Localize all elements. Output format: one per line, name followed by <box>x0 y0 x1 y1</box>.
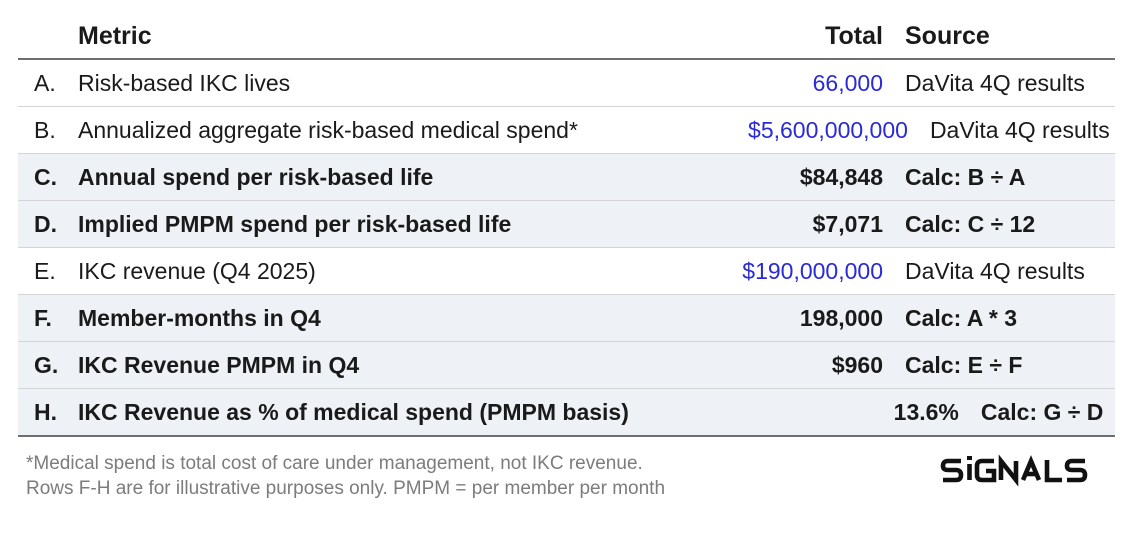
row-source: Calc: A * 3 <box>905 304 1018 331</box>
row-total: $84,848 <box>799 163 883 190</box>
row-total: $7,071 <box>812 210 883 237</box>
row-metric: Implied PMPM spend per risk-based life <box>78 210 512 237</box>
header-source: Source <box>905 21 990 50</box>
row-metric: Member-months in Q4 <box>78 304 321 331</box>
row-total: 66,000 <box>812 69 883 96</box>
row-letter: H. <box>34 398 57 425</box>
footnote: *Medical spend is total cost of care und… <box>26 451 665 501</box>
row-letter: E. <box>34 257 56 284</box>
row-total: $960 <box>831 351 883 378</box>
row-source: DaVita 4Q results <box>905 257 1085 284</box>
row-letter: F. <box>34 304 52 331</box>
table-row: G. IKC Revenue PMPM in Q4 $960 Calc: E ÷… <box>18 342 1115 389</box>
table-row: B. Annualized aggregate risk-based medic… <box>18 107 1115 154</box>
row-letter: B. <box>34 116 56 143</box>
header-total: Total <box>825 21 883 50</box>
row-metric: Annualized aggregate risk-based medical … <box>78 116 578 143</box>
table-header: Metric Total Source <box>18 14 1115 60</box>
row-metric: Annual spend per risk-based life <box>78 163 434 190</box>
footnote-line-2: Rows F-H are for illustrative purposes o… <box>26 478 666 499</box>
row-total: 13.6% <box>893 398 959 425</box>
metrics-table: Metric Total Source A. Risk-based IKC li… <box>18 14 1115 437</box>
row-source: DaVita 4Q results <box>929 116 1110 143</box>
table-row: D. Implied PMPM spend per risk-based lif… <box>18 201 1115 248</box>
row-letter: A. <box>34 69 56 96</box>
row-letter: D. <box>34 210 57 237</box>
row-metric: IKC Revenue as % of medical spend (PMPM … <box>78 398 629 425</box>
row-metric: IKC Revenue PMPM in Q4 <box>78 351 360 378</box>
row-source: DaVita 4Q results <box>905 69 1085 96</box>
row-source: Calc: C ÷ 12 <box>905 210 1036 237</box>
row-total: $190,000,000 <box>742 257 883 284</box>
header-metric: Metric <box>78 21 152 50</box>
row-metric: Risk-based IKC lives <box>78 69 291 96</box>
row-total: $5,600,000,000 <box>748 116 908 143</box>
table-row: C. Annual spend per risk-based life $84,… <box>18 154 1115 201</box>
table-row: E. IKC revenue (Q4 2025) $190,000,000 Da… <box>18 248 1115 295</box>
signals-logo <box>940 454 1088 487</box>
footnote-line-1: *Medical spend is total cost of care und… <box>26 453 643 474</box>
row-letter: G. <box>34 351 59 378</box>
row-source: Calc: B ÷ A <box>905 163 1026 190</box>
row-source: Calc: E ÷ F <box>905 351 1023 378</box>
row-total: 198,000 <box>799 304 883 331</box>
table-row: H. IKC Revenue as % of medical spend (PM… <box>18 389 1115 437</box>
row-source: Calc: G ÷ D <box>980 398 1104 425</box>
row-letter: C. <box>34 163 57 190</box>
row-metric: IKC revenue (Q4 2025) <box>78 257 316 284</box>
table-row: F. Member-months in Q4 198,000 Calc: A *… <box>18 295 1115 342</box>
table-row: A. Risk-based IKC lives 66,000 DaVita 4Q… <box>18 60 1115 107</box>
